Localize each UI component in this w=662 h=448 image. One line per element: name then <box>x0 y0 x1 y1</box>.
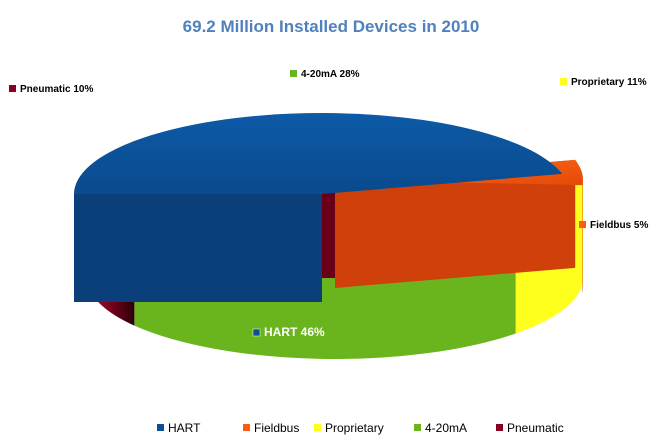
legend-swatch <box>314 424 321 431</box>
legend-swatch <box>496 424 503 431</box>
legend-item-pneumatic: Pneumatic <box>496 421 564 435</box>
slice-wall <box>74 194 322 302</box>
legend-item-proprietary: Proprietary <box>314 421 384 435</box>
data-label-proprietary: Proprietary 11% <box>560 77 647 88</box>
legend-swatch <box>414 424 421 431</box>
legend-label: Proprietary <box>325 421 384 435</box>
data-label-pneumatic: Pneumatic 10% <box>9 84 93 95</box>
slice-wall <box>335 159 576 288</box>
data-label-text: Fieldbus 5% <box>590 220 648 231</box>
slice-top <box>74 112 563 194</box>
data-label-hart: HART 46% <box>252 325 325 339</box>
data-label-4-20ma: 4-20mA 28% <box>290 69 360 80</box>
data-label-marker <box>290 70 297 77</box>
data-label-marker <box>579 221 586 228</box>
data-label-text: HART 46% <box>264 325 325 339</box>
data-labels: HART 46% Fieldbus 5% Proprietary 11% 4-20mA… <box>9 69 648 339</box>
legend: HART Fieldbus Proprietary 4-20mA Pneumatic <box>157 421 564 435</box>
legend-label: HART <box>168 421 201 435</box>
data-label-fieldbus: Fieldbus 5% <box>579 220 648 231</box>
data-label-marker <box>9 85 16 92</box>
data-label-text: 4-20mA 28% <box>301 69 360 80</box>
legend-label: Fieldbus <box>254 421 299 435</box>
legend-item-hart: HART <box>157 421 201 435</box>
legend-label: 4-20mA <box>425 421 467 435</box>
data-label-text: Proprietary 11% <box>571 77 647 88</box>
data-label-text: Pneumatic 10% <box>20 84 93 95</box>
slice-hart <box>74 112 563 302</box>
data-label-marker <box>252 328 261 337</box>
legend-swatch <box>243 424 250 431</box>
legend-swatch <box>157 424 164 431</box>
pie-slices <box>74 112 583 359</box>
chart-title: 69.2 Million Installed Devices in 2010 <box>182 17 480 36</box>
legend-item-4-20ma: 4-20mA <box>414 421 467 435</box>
legend-item-fieldbus: Fieldbus <box>243 421 299 435</box>
data-label-marker <box>560 78 567 85</box>
legend-label: Pneumatic <box>507 421 564 435</box>
